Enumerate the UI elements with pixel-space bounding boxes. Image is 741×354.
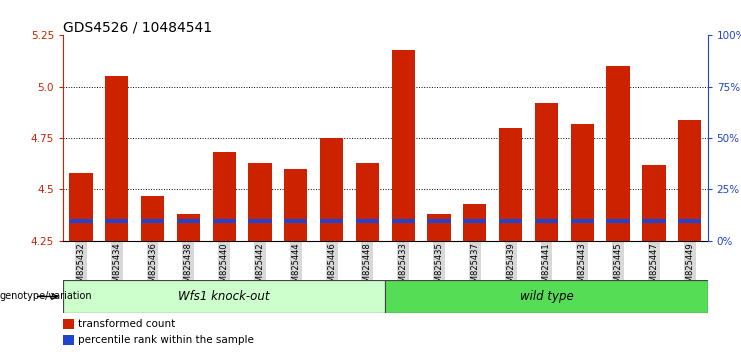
Bar	[535, 219, 558, 223]
Bar	[678, 120, 702, 241]
Bar	[535, 103, 558, 241]
Bar	[606, 66, 630, 241]
Bar	[105, 76, 128, 241]
Text: GDS4526 / 10484541: GDS4526 / 10484541	[63, 20, 212, 34]
Bar	[499, 128, 522, 241]
Bar	[213, 219, 236, 223]
Text: genotype/variation: genotype/variation	[0, 291, 93, 302]
Bar	[69, 173, 93, 241]
Bar	[284, 169, 308, 241]
Bar	[391, 50, 415, 241]
Bar	[463, 204, 487, 241]
Bar	[642, 165, 665, 241]
Bar	[571, 219, 594, 223]
Text: wild type: wild type	[519, 290, 574, 303]
Bar	[63, 280, 385, 313]
Bar	[176, 219, 200, 223]
Bar	[63, 319, 74, 329]
Bar	[391, 219, 415, 223]
Bar	[428, 219, 451, 223]
Bar	[356, 219, 379, 223]
Bar	[428, 214, 451, 241]
Bar	[320, 138, 343, 241]
Bar	[385, 280, 708, 313]
Bar	[105, 219, 128, 223]
Bar	[320, 219, 343, 223]
Text: percentile rank within the sample: percentile rank within the sample	[78, 335, 253, 345]
Bar	[176, 214, 200, 241]
Bar	[463, 219, 487, 223]
Bar	[69, 219, 93, 223]
Text: transformed count: transformed count	[78, 319, 175, 329]
Bar	[642, 219, 665, 223]
Bar	[356, 163, 379, 241]
Bar	[248, 163, 272, 241]
Text: Wfs1 knock-out: Wfs1 knock-out	[179, 290, 270, 303]
Bar	[248, 219, 272, 223]
Bar	[678, 219, 702, 223]
Bar	[284, 219, 308, 223]
Bar	[213, 153, 236, 241]
Bar	[499, 219, 522, 223]
Bar	[606, 219, 630, 223]
Bar	[141, 195, 165, 241]
Bar	[141, 219, 165, 223]
Bar	[63, 335, 74, 345]
Bar	[571, 124, 594, 241]
